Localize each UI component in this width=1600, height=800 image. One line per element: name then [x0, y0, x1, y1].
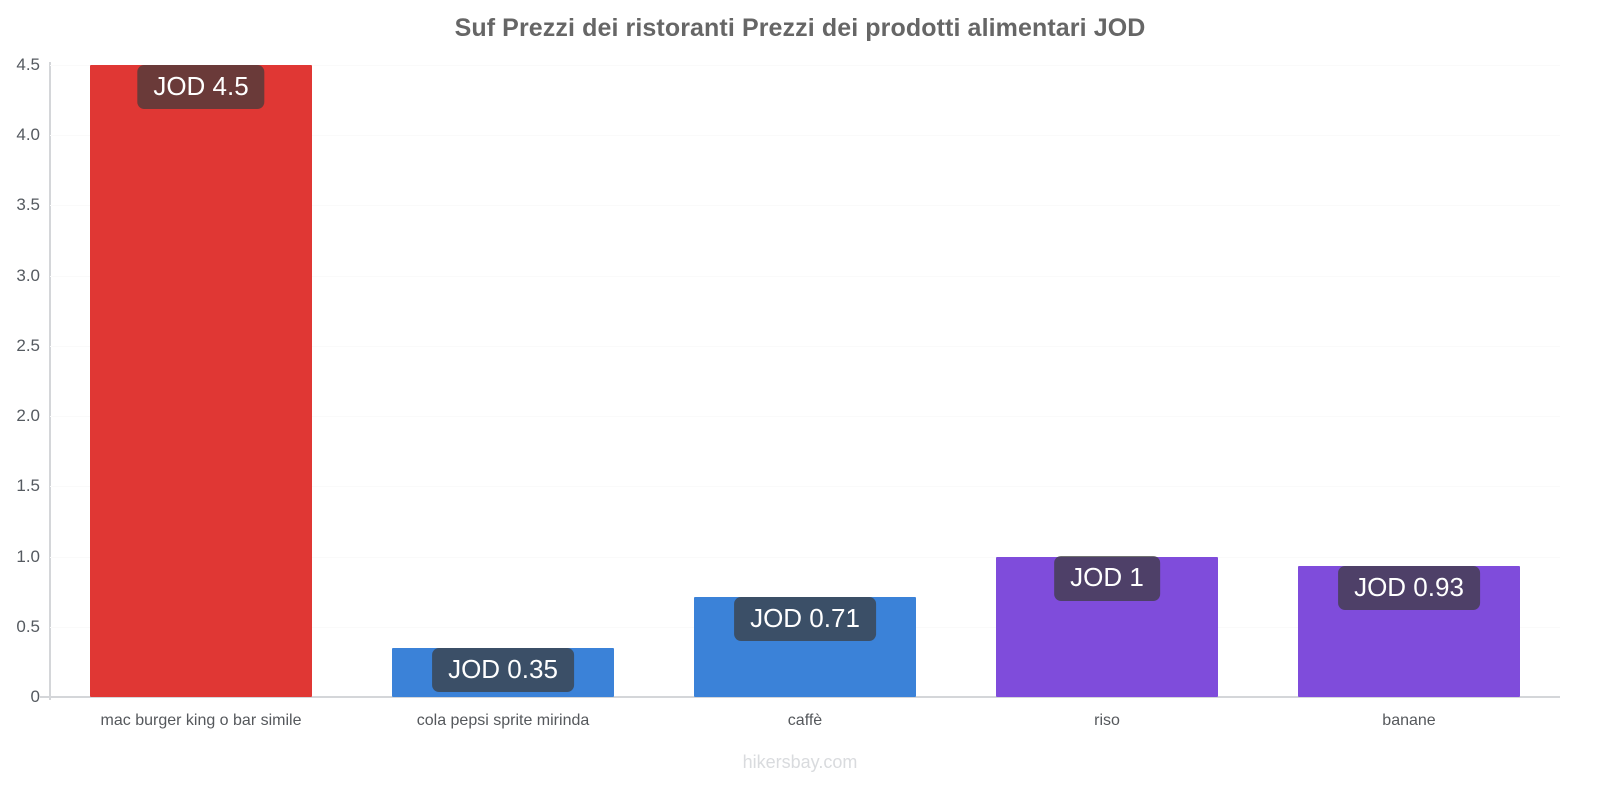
y-tick-label: 3.5 [16, 195, 40, 215]
y-tick-label: 3.0 [16, 265, 40, 285]
bar-group[interactable]: JOD 0.71 [694, 65, 916, 697]
y-tick-label: 1.0 [16, 546, 40, 566]
gridline [50, 556, 1560, 558]
gridline [50, 135, 1560, 137]
chart-title: Suf Prezzi dei ristoranti Prezzi dei pro… [454, 14, 1146, 42]
bar-value-label: JOD 1 [1054, 556, 1160, 601]
gridline [50, 65, 1560, 66]
bar-group[interactable]: JOD 4.5 [90, 64, 312, 697]
x-axis-line [40, 696, 1560, 698]
gridline [50, 486, 1560, 488]
x-tick-label: caffè [787, 712, 823, 729]
y-tick-label: 0 [30, 687, 40, 706]
bar-value-label: JOD 0.71 [734, 597, 876, 642]
x-tick-label: cola pepsi sprite mirinda [416, 712, 590, 729]
bar-value-label: JOD 0.35 [432, 647, 574, 692]
y-tick-label: 4.0 [16, 125, 40, 145]
bar-value-label: JOD 4.5 [137, 64, 265, 109]
bar-group[interactable]: JOD 0.35 [392, 65, 614, 697]
gridline [50, 345, 1560, 347]
y-tick-label: 4.5 [16, 55, 40, 74]
x-tick-label: mac burger king o bar simile [100, 712, 302, 729]
bar[interactable] [90, 65, 312, 697]
bar-group[interactable]: JOD 0.93 [1298, 65, 1520, 697]
y-axis-line [49, 62, 51, 700]
x-tick-label: banane [1382, 712, 1436, 729]
gridline [50, 205, 1560, 207]
y-tick-label: 0.5 [16, 616, 40, 636]
gridline [50, 275, 1560, 277]
y-tick-label: 2.5 [16, 335, 40, 355]
plot-area: JOD 4.5 JOD 0.35 JOD 0.71 JOD 1 JOD 0.93 [50, 64, 1560, 697]
y-tick-label: 1.5 [16, 476, 40, 496]
x-tick-label: riso [1094, 712, 1120, 729]
gridline [50, 416, 1560, 418]
bar-value-label: JOD 0.93 [1338, 566, 1480, 611]
y-tick-label: 2.0 [16, 406, 40, 426]
bar-group[interactable]: JOD 1 [996, 65, 1218, 697]
watermark: hikersbay.com [742, 752, 858, 772]
